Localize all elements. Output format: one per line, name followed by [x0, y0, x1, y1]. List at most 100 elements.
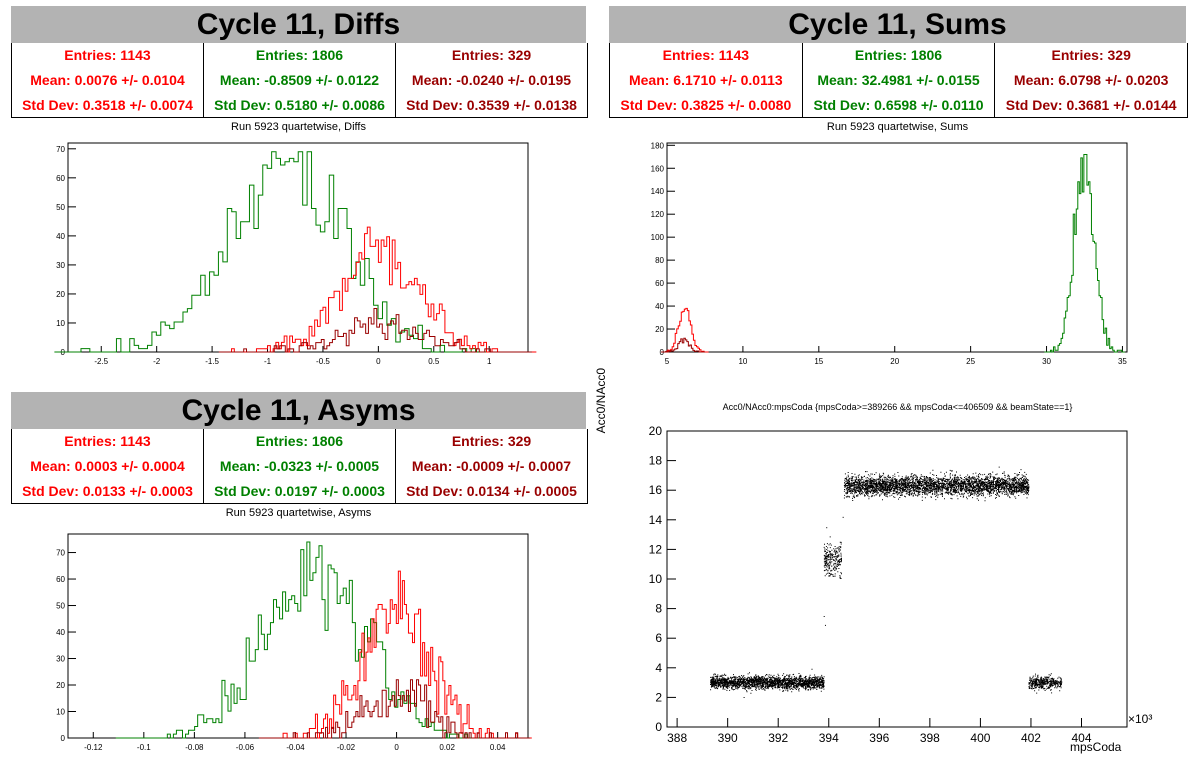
y-tick-label: 20: [655, 325, 664, 334]
y-tick-label: 50: [56, 203, 65, 212]
x-tick-label: 0.5: [428, 357, 440, 366]
y-tick-label: 12: [649, 542, 663, 556]
x-tick-label: 390: [718, 731, 738, 745]
x-tick-label: 25: [966, 357, 975, 366]
diffs-subtitle: Run 5923 quartetwise, Diffs: [231, 121, 366, 133]
mean-text: Mean: 0.0003 +/- 0.0004: [30, 457, 185, 474]
x-tick-label: 30: [1042, 357, 1051, 366]
y-tick-label: 30: [56, 261, 65, 270]
entries-text: Entries: 329: [451, 433, 532, 450]
histogram-series-red: [661, 307, 709, 353]
x-tick-label: 0.04: [490, 743, 506, 752]
x-tick-label: 394: [819, 731, 839, 745]
entries-text: Entries: 329: [451, 47, 532, 64]
x-tick-label: 402: [1021, 731, 1041, 745]
mean-text: Mean: -0.0240 +/- 0.0195: [411, 71, 572, 88]
y-tick-label: 0: [655, 720, 662, 734]
x-tick-label: -2: [153, 357, 161, 366]
scatter-cluster-1: [823, 536, 842, 579]
diffs-stats-green: Entries: 1806 Mean: -0.8509 +/- 0.0122 S…: [203, 43, 395, 117]
histogram-series-darkred: [661, 337, 706, 353]
y-tick-label: 140: [651, 187, 665, 196]
entries-text: Entries: 1806: [255, 433, 344, 450]
asyms-stats-darkred: Entries: 329 Mean: -0.0009 +/- 0.0007 St…: [395, 429, 587, 503]
x-tick-label: -0.5: [316, 357, 330, 366]
diffs-stats-darkred: Entries: 329 Mean: -0.0240 +/- 0.0195 St…: [395, 43, 587, 117]
y-tick-label: 70: [56, 145, 65, 154]
y-tick-label: 70: [56, 549, 65, 558]
scatter-cluster-2: [843, 466, 1030, 502]
y-tick-label: 40: [56, 628, 65, 637]
y-tick-label: 14: [649, 513, 663, 527]
asyms-title: Cycle 11, Asyms: [11, 392, 586, 429]
std-text: Std Dev: 0.3825 +/- 0.0080: [620, 96, 792, 113]
y-tick-label: 100: [651, 233, 665, 242]
asyms-stats-green: Entries: 1806 Mean: -0.0323 +/- 0.0005 S…: [203, 429, 395, 503]
plot-frame: [666, 430, 1128, 728]
y-tick-label: 10: [56, 708, 65, 717]
y-tick-label: 8: [655, 602, 662, 616]
x-tick-label: 35: [1118, 357, 1127, 366]
scatter-point: [824, 624, 826, 626]
y-tick-label: 60: [655, 279, 664, 288]
x-tick-label: 5: [665, 357, 670, 366]
mean-text: Mean: -0.0323 +/- 0.0005: [219, 457, 380, 474]
x-tick-label: -0.06: [236, 743, 255, 752]
x-tick-label: -0.08: [185, 743, 204, 752]
y-tick-label: 60: [56, 174, 65, 183]
sums-title: Cycle 11, Sums: [609, 6, 1186, 43]
x-tick-label: 398: [920, 731, 940, 745]
histogram-series-red: [223, 226, 537, 353]
scatter-title: Acc0/NAcc0:mpsCoda {mpsCoda>=389266 && m…: [722, 402, 1073, 412]
y-tick-label: 30: [56, 655, 65, 664]
sums-stats-box: Entries: 1143 Mean: 6.1710 +/- 0.0113 St…: [609, 43, 1188, 118]
y-tick-label: 20: [56, 681, 65, 690]
histogram-series-green: [115, 541, 514, 739]
x-tick-label: 0: [394, 743, 399, 752]
x-tick-label: 400: [970, 731, 990, 745]
entries-text: Entries: 1143: [64, 433, 151, 450]
x-tick-label: -0.04: [286, 743, 305, 752]
y-tick-label: 0: [61, 734, 66, 743]
std-text: Std Dev: 0.0134 +/- 0.0005: [406, 482, 577, 499]
x-tick-label: 388: [667, 731, 687, 745]
histogram-series-darkred: [258, 679, 530, 739]
x-tick-label: 15: [814, 357, 823, 366]
entries-text: Entries: 1143: [662, 47, 750, 64]
y-tick-label: 0: [660, 348, 665, 357]
scatter-ylabel: Acc0/NAcc0: [594, 368, 608, 434]
mean-text: Mean: -0.8509 +/- 0.0122: [219, 71, 380, 88]
y-tick-label: 120: [651, 210, 665, 219]
mean-text: Mean: 6.0798 +/- 0.0203: [1013, 71, 1169, 88]
sums-stats-red: Entries: 1143 Mean: 6.1710 +/- 0.0113 St…: [610, 43, 802, 117]
scatter-cluster-3: [1028, 673, 1063, 694]
sums-plot: 5 10 15 20 25 30 35 0 20 40 60 80 100 120 140 160 180: [651, 141, 1128, 366]
y-tick-label: 16: [649, 483, 663, 497]
asyms-plot: -0.12 -0.1 -0.08 -0.06 -0.04 -0.02 0 0.02 0.04 0 1…: [56, 533, 532, 752]
y-tick-label: 0: [61, 348, 66, 357]
asyms-subtitle: Run 5923 quartetwise, Asyms: [225, 507, 372, 519]
plot-frame: [67, 142, 529, 353]
scatter-cluster-0: [710, 668, 825, 698]
scatter-exponent: ×10³: [1128, 712, 1153, 726]
std-text: Std Dev: 0.5180 +/- 0.0086: [214, 96, 385, 113]
diffs-stats-box: Entries: 1143 Mean: 0.0076 +/- 0.0104 St…: [11, 43, 588, 118]
histogram-series-darkred: [218, 307, 532, 353]
scatter-point: [842, 516, 844, 518]
x-tick-label: 0: [376, 357, 381, 366]
asyms-stats-box: Entries: 1143 Mean: 0.0003 +/- 0.0004 St…: [11, 429, 588, 504]
y-tick-label: 160: [651, 164, 665, 173]
scatter-point: [823, 616, 825, 617]
mean-text: Mean: -0.0009 +/- 0.0007: [411, 457, 572, 474]
histogram-series-green: [54, 151, 516, 353]
x-tick-label: -1.5: [205, 357, 219, 366]
y-tick-label: 2: [655, 690, 662, 704]
std-text: Std Dev: 0.3518 +/- 0.0074: [22, 96, 193, 113]
mean-text: Mean: 0.0076 +/- 0.0104: [30, 71, 185, 88]
x-tick-label: 20: [890, 357, 899, 366]
std-text: Std Dev: 0.3539 +/- 0.0138: [406, 96, 577, 113]
std-text: Std Dev: 0.0133 +/- 0.0003: [22, 482, 193, 499]
y-tick-label: 40: [56, 232, 65, 241]
sums-subtitle: Run 5923 quartetwise, Sums: [826, 121, 969, 133]
